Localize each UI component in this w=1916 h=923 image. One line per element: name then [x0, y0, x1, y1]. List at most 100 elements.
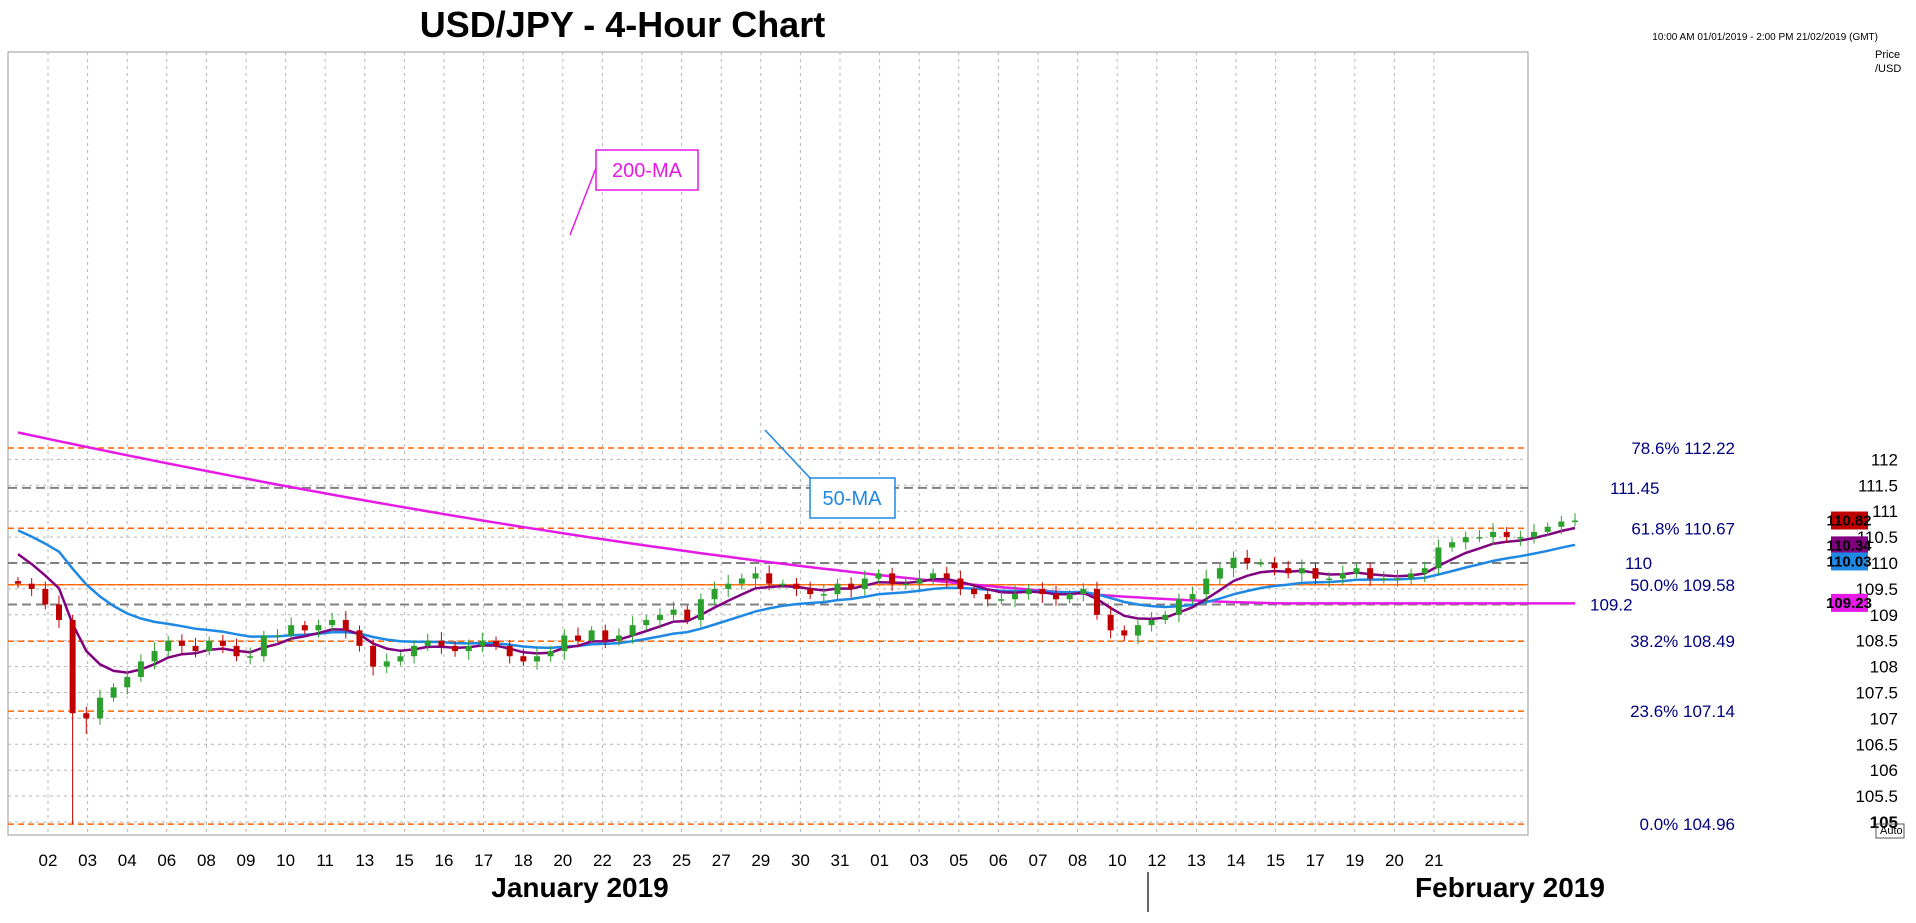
candle-body [219, 640, 226, 646]
x-tick-label: 03 [910, 851, 929, 870]
candle-body [1203, 578, 1210, 595]
x-tick-label: 04 [118, 851, 137, 870]
candle-body [1353, 568, 1360, 574]
axis-unit-label: Price [1875, 49, 1900, 61]
candle-body [1408, 573, 1415, 579]
price-tag-label: 110.34 [1826, 537, 1872, 554]
candle-body [274, 635, 281, 638]
candle-body [452, 645, 459, 652]
candle-body [124, 676, 131, 688]
x-tick-label: 20 [1385, 851, 1404, 870]
y-tick-label: 105.5 [1855, 787, 1898, 806]
candle-body [766, 573, 773, 584]
candle-body [506, 645, 513, 657]
price-tag-label: 110.03 [1826, 553, 1871, 570]
candle-body [834, 583, 841, 595]
price-tag-box [1831, 536, 1868, 555]
candle-body [1039, 588, 1046, 595]
candle-body [779, 583, 786, 586]
candle-body [411, 645, 418, 657]
candle-body [520, 656, 527, 662]
x-tick-label: 30 [791, 851, 810, 870]
candle-body [848, 583, 855, 589]
y-axis: 105105.5106106.5107107.5108108.5109109.5… [1855, 49, 1905, 839]
y-tick-label: 105 [1870, 813, 1898, 832]
candle-body [643, 619, 650, 626]
candle-body [1572, 520, 1578, 523]
candle-body [1326, 578, 1333, 581]
candle-body [1531, 531, 1538, 538]
candle-body [151, 651, 158, 662]
candle-body [1421, 568, 1428, 574]
candle-body [588, 630, 595, 641]
candle-body [916, 578, 923, 584]
month-label: February 2019 [1415, 872, 1605, 903]
candle-body [1490, 531, 1497, 538]
candle-body [438, 640, 445, 646]
x-tick-label: 09 [237, 851, 256, 870]
candle-body [930, 573, 937, 579]
x-tick-label: 12 [1147, 851, 1166, 870]
candle-body [1175, 599, 1182, 615]
price-tag-box [1831, 593, 1868, 612]
ma200-callout-box [595, 149, 699, 191]
price-tag-label: 110.82 [1826, 513, 1871, 530]
candle-body [1244, 557, 1251, 563]
candle-body [902, 583, 909, 586]
candle-body [96, 697, 103, 719]
auto-label: Auto [1880, 825, 1903, 837]
y-tick-label: 107 [1870, 709, 1898, 728]
candle-body [1462, 537, 1469, 543]
y-tick-label: 108 [1870, 658, 1898, 677]
x-tick-label: 02 [39, 851, 58, 870]
candle-body [629, 625, 636, 636]
y-tick-label: 106 [1870, 761, 1898, 780]
candle-body [998, 599, 1005, 601]
candle-body [42, 588, 49, 605]
grid [8, 52, 1528, 835]
candle-body [1012, 594, 1019, 600]
x-tick-label: 01 [870, 851, 889, 870]
candle-body [875, 573, 882, 579]
x-tick-label: 13 [1187, 851, 1206, 870]
candle-body [670, 609, 677, 615]
candle-body [1189, 594, 1196, 600]
x-tick-label: 08 [197, 851, 216, 870]
candle-body [1162, 614, 1169, 620]
candle-body [752, 573, 759, 579]
y-tick-label: 112 [1871, 450, 1898, 469]
candle-body [1517, 537, 1524, 539]
ma200-callout-connector [569, 167, 597, 236]
y-tick-label: 111 [1872, 502, 1898, 521]
candle-body [1080, 588, 1087, 595]
y-tick-label: 106.5 [1855, 735, 1898, 754]
x-tick-label: 15 [395, 851, 414, 870]
x-tick-label: 10 [276, 851, 295, 870]
x-tick-label: 22 [593, 851, 612, 870]
x-tick-label: 13 [355, 851, 374, 870]
candle-body [329, 619, 336, 626]
candle-body [1312, 568, 1319, 579]
candle-body [383, 661, 390, 667]
candle-body [547, 651, 554, 657]
candle-body [493, 640, 500, 646]
ma50-callout-box [809, 477, 896, 519]
x-tick-label: 29 [751, 851, 770, 870]
auto-button [1875, 823, 1905, 839]
candle-body [697, 599, 704, 620]
candle-body [1503, 531, 1510, 538]
candle-body [1053, 594, 1059, 600]
x-tick-label: 23 [633, 851, 652, 870]
x-tick-label: 21 [1425, 851, 1444, 870]
price-tag-box [1831, 552, 1868, 571]
candle-body [165, 640, 172, 652]
x-tick-label: 20 [553, 851, 572, 870]
x-tick-label: 03 [78, 851, 97, 870]
x-tick-label: 07 [1029, 851, 1048, 870]
candle-body [984, 594, 991, 600]
candle-body [1380, 578, 1387, 581]
candle-body [370, 645, 377, 667]
x-tick-label: 16 [435, 851, 454, 870]
candle-body [342, 619, 349, 631]
